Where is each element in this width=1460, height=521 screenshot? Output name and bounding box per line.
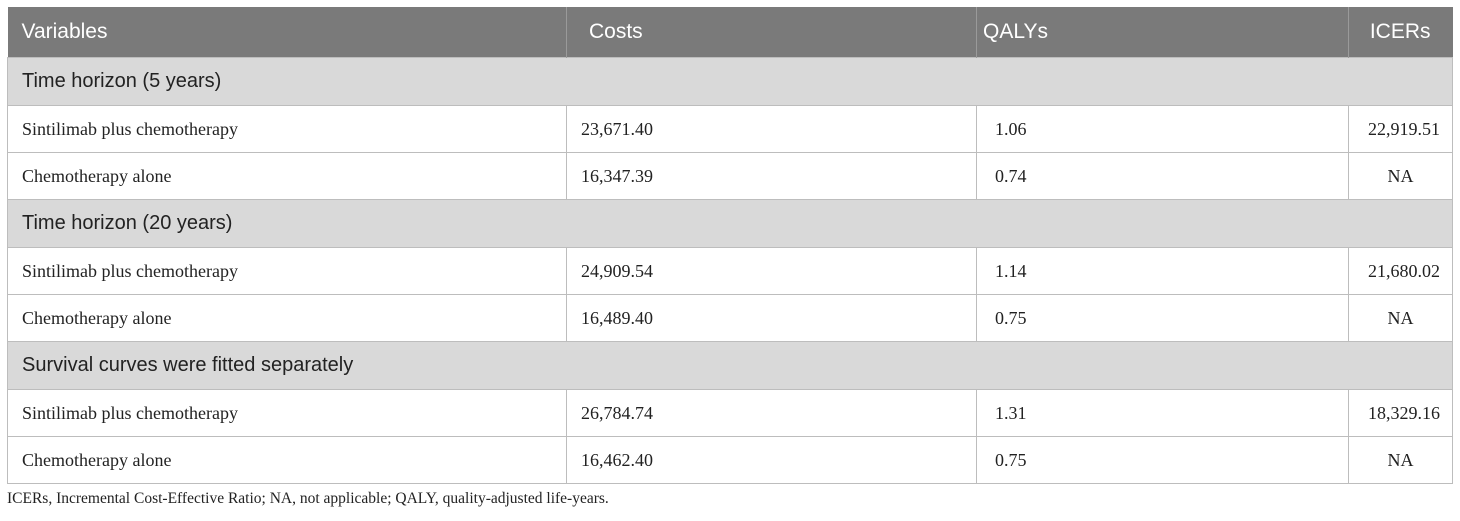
cell-variable: Chemotherapy alone [7, 152, 567, 200]
table-row: Sintilimab plus chemotherapy 24,909.54 1… [7, 247, 1453, 295]
cell-costs: 16,347.39 [566, 152, 977, 200]
cell-qalys: 1.14 [976, 247, 1349, 295]
header-qalys: QALYs [976, 7, 1349, 58]
cell-qalys: 1.31 [976, 389, 1349, 437]
cell-costs: 26,784.74 [566, 389, 977, 437]
table-row: Chemotherapy alone 16,489.40 0.75 NA [7, 294, 1453, 342]
cell-icers: NA [1348, 436, 1453, 484]
cell-variable: Sintilimab plus chemotherapy [7, 247, 567, 295]
table-row: Chemotherapy alone 16,347.39 0.74 NA [7, 152, 1453, 200]
cell-costs: 16,462.40 [566, 436, 977, 484]
table-row: Sintilimab plus chemotherapy 23,671.40 1… [7, 105, 1453, 153]
cell-icers: 22,919.51 [1348, 105, 1453, 153]
section-title: Time horizon (5 years) [7, 57, 1453, 106]
cell-icers: 18,329.16 [1348, 389, 1453, 437]
section-row: Time horizon (5 years) [7, 57, 1453, 106]
header-icers: ICERs [1348, 7, 1453, 58]
results-table: Variables Costs QALYs ICERs Time horizon… [7, 7, 1453, 484]
results-table-container: Variables Costs QALYs ICERs Time horizon… [7, 7, 1453, 484]
section-row: Time horizon (20 years) [7, 199, 1453, 248]
section-title: Survival curves were fitted separately [7, 341, 1453, 390]
cell-qalys: 1.06 [976, 105, 1349, 153]
header-costs: Costs [566, 7, 977, 58]
table-header-row: Variables Costs QALYs ICERs [7, 7, 1453, 58]
table-row: Chemotherapy alone 16,462.40 0.75 NA [7, 436, 1453, 484]
table-footnote: ICERs, Incremental Cost-Effective Ratio;… [7, 490, 609, 507]
cell-qalys: 0.75 [976, 436, 1349, 484]
cell-costs: 23,671.40 [566, 105, 977, 153]
cell-icers: NA [1348, 152, 1453, 200]
cell-icers: NA [1348, 294, 1453, 342]
section-row: Survival curves were fitted separately [7, 341, 1453, 390]
cell-qalys: 0.74 [976, 152, 1349, 200]
section-title: Time horizon (20 years) [7, 199, 1453, 248]
cell-qalys: 0.75 [976, 294, 1349, 342]
cell-variable: Sintilimab plus chemotherapy [7, 389, 567, 437]
table-row: Sintilimab plus chemotherapy 26,784.74 1… [7, 389, 1453, 437]
cell-variable: Chemotherapy alone [7, 436, 567, 484]
cell-variable: Sintilimab plus chemotherapy [7, 105, 567, 153]
cell-costs: 24,909.54 [566, 247, 977, 295]
cell-variable: Chemotherapy alone [7, 294, 567, 342]
cell-icers: 21,680.02 [1348, 247, 1453, 295]
cell-costs: 16,489.40 [566, 294, 977, 342]
header-variables: Variables [7, 7, 567, 58]
